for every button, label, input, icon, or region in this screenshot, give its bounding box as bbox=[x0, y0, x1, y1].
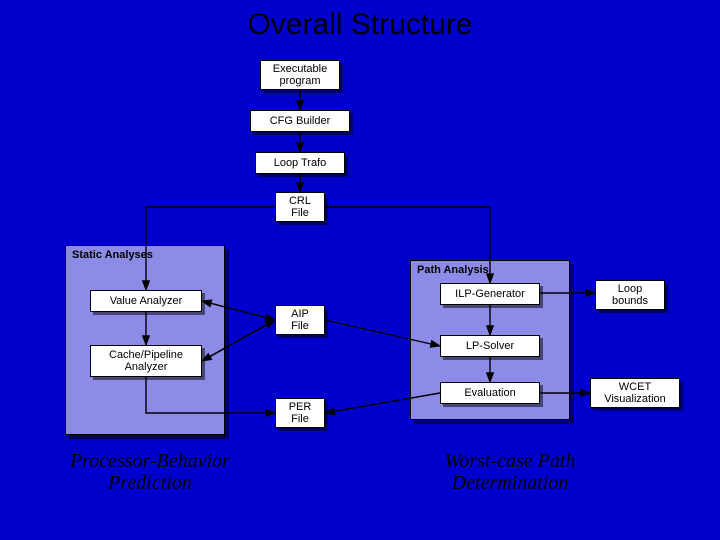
page-title: Overall Structure bbox=[0, 8, 720, 42]
node-wcet-visualization: WCETVisualization bbox=[590, 378, 680, 408]
node-loop-bounds: Loopbounds bbox=[595, 280, 665, 310]
node-executable-program: Executableprogram bbox=[260, 60, 340, 90]
node-evaluation: Evaluation bbox=[440, 382, 540, 404]
node-value-analyzer: Value Analyzer bbox=[90, 290, 202, 312]
group-label-path: Path Analysis bbox=[417, 264, 489, 276]
node-cfg-builder: CFG Builder bbox=[250, 110, 350, 132]
node-lp-solver: LP-Solver bbox=[440, 335, 540, 357]
node-crl-file: CRLFile bbox=[275, 192, 325, 222]
node-cache-pipeline: Cache/PipelineAnalyzer bbox=[90, 345, 202, 377]
node-loop-trafo: Loop Trafo bbox=[255, 152, 345, 174]
group-label-static: Static Analyses bbox=[72, 249, 153, 261]
caption-worst-case-path: Worst-case PathDetermination bbox=[400, 450, 620, 494]
node-ilp-generator: ILP-Generator bbox=[440, 283, 540, 305]
node-aip-file: AIPFile bbox=[275, 305, 325, 335]
group-static-analyses: Static Analyses bbox=[65, 245, 225, 435]
caption-processor-behavior: Processor-BehaviorPrediction bbox=[50, 450, 250, 494]
node-per-file: PERFile bbox=[275, 398, 325, 428]
